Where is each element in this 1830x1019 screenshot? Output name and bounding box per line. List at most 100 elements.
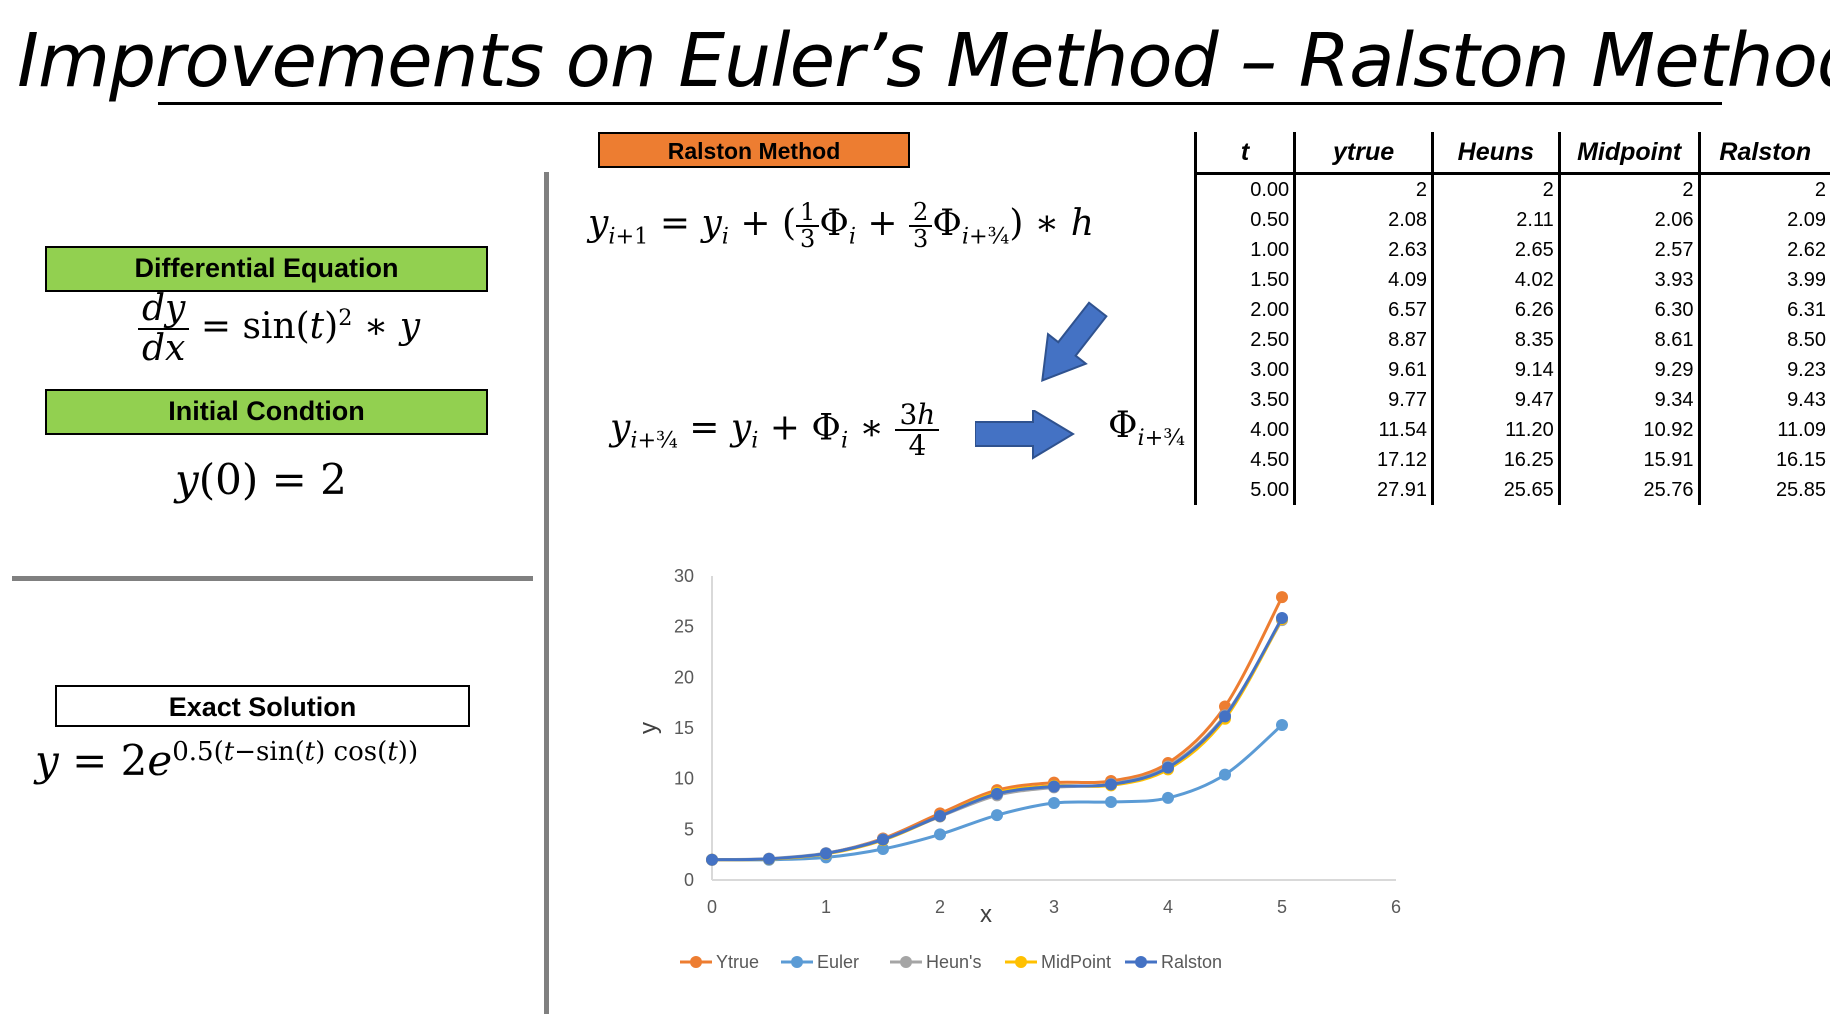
- up-left-arrow-icon: [1041, 301, 1108, 382]
- data-point: [1048, 780, 1060, 793]
- table-cell: 11.09: [1777, 418, 1826, 441]
- data-point: [1162, 761, 1174, 774]
- header-midpoint: Midpoint: [1559, 132, 1701, 174]
- table-cell: 0.00: [1193, 173, 1297, 205]
- data-point: [1276, 591, 1288, 604]
- table-cell: 8.61: [1559, 325, 1701, 355]
- data-point: [1276, 718, 1288, 731]
- legend-label: MidPoint: [1041, 952, 1111, 972]
- table-cell: 25.76: [1559, 475, 1701, 505]
- table-cell: 1.00: [1193, 235, 1297, 265]
- header-t: t: [1193, 132, 1297, 174]
- legend-label: Ytrue: [716, 952, 759, 972]
- header-heuns: Heuns: [1432, 132, 1561, 174]
- table-cell: 2.06: [1559, 205, 1701, 235]
- data-point: [1105, 778, 1117, 791]
- exact-solution-formula: y = 2e0.5(t−sin(t) cos(t)): [35, 736, 419, 785]
- table-cell: 25.65: [1432, 475, 1561, 505]
- table-row: 3.00 9.61 9.14 9.29 9.23: [1193, 355, 1830, 385]
- table-cell: 11.54: [1294, 415, 1435, 445]
- table-cell: 2.65: [1432, 235, 1561, 265]
- data-point: [706, 853, 718, 866]
- table-cell: 5.00: [1193, 475, 1297, 505]
- table-cell: 10.92: [1559, 415, 1701, 445]
- differential-equation-formula: dy dx = sin(t)2 ∗ y: [138, 290, 420, 368]
- x-tick-label: 1: [821, 897, 831, 917]
- table-cell: 2.09: [1787, 208, 1826, 231]
- table-cell: 16.25: [1432, 445, 1561, 475]
- table-cell: 9.34: [1559, 385, 1701, 415]
- data-point: [934, 828, 946, 841]
- table-cell: 25.85: [1775, 478, 1826, 501]
- comparison-chart: 0 1 2 3 4 5 6 0 5 10 15 20 25 30 x y Ytrue Euler Heun's Mi…: [635, 566, 1401, 972]
- table-cell: 17.12: [1294, 445, 1435, 475]
- data-point: [1219, 710, 1231, 723]
- header-ytrue: ytrue: [1294, 132, 1435, 174]
- table-cell: 9.47: [1432, 385, 1561, 415]
- y-tick-label: 10: [674, 769, 694, 789]
- table-cell: 6.31: [1787, 298, 1826, 321]
- legend-label: Euler: [817, 952, 859, 972]
- table-cell: 6.57: [1294, 295, 1435, 325]
- y-tick-label: 25: [674, 617, 694, 637]
- initial-condition-formula: y(0) = 2: [175, 455, 347, 504]
- table-cell: 9.61: [1294, 355, 1435, 385]
- table-cell: 8.35: [1432, 325, 1561, 355]
- table-cell: 3.50: [1193, 385, 1297, 415]
- table-header-row: t ytrue Heuns Midpoint Ralston: [1193, 132, 1830, 174]
- table-cell: 4.00: [1193, 415, 1297, 445]
- page-title: Improvements on Euler’s Method – Ralston…: [17, 18, 1830, 104]
- table-cell: 3.93: [1559, 265, 1701, 295]
- series-line-ralston: [711, 617, 1284, 862]
- horizontal-divider: [12, 576, 533, 581]
- y-tick-label: 30: [674, 566, 694, 586]
- legend-marker: [1015, 956, 1027, 968]
- table-cell: 2.62: [1787, 238, 1826, 261]
- title-underline: [158, 102, 1722, 105]
- differential-equation-label: Differential Equation: [45, 246, 488, 292]
- y-tick-label: 0: [684, 870, 694, 890]
- legend-label: Heun's: [926, 952, 981, 972]
- data-point: [1048, 796, 1060, 809]
- data-point: [991, 809, 1003, 822]
- table-cell: 16.15: [1775, 448, 1826, 471]
- legend-marker: [1135, 956, 1147, 968]
- table-cell: 4.02: [1432, 265, 1561, 295]
- data-point: [1276, 612, 1288, 625]
- table-row: 2.50 8.87 8.35 8.61 8.50: [1193, 325, 1830, 355]
- table-row: 5.00 27.91 25.65 25.76 25.85: [1193, 475, 1830, 505]
- table-row: 3.50 9.77 9.47 9.34 9.43: [1193, 385, 1830, 415]
- table-row: 2.00 6.57 6.26 6.30 6.31: [1193, 295, 1830, 325]
- table-cell: 9.77: [1294, 385, 1435, 415]
- legend-marker: [900, 956, 912, 968]
- data-point: [1219, 768, 1231, 781]
- table-cell: 2.11: [1432, 205, 1561, 235]
- table-row: 0.00 2 2 2 2: [1193, 173, 1830, 205]
- table-cell: 9.29: [1559, 355, 1701, 385]
- data-point: [763, 852, 775, 865]
- table-row: 0.50 2.08 2.11 2.06 2.09: [1193, 205, 1830, 235]
- table-cell: 15.91: [1559, 445, 1701, 475]
- table-cell: 3.00: [1193, 355, 1297, 385]
- table-cell: 11.20: [1432, 415, 1561, 445]
- y-tick-label: 20: [674, 667, 694, 687]
- table-cell: 27.91: [1294, 475, 1435, 505]
- data-point: [1162, 791, 1174, 804]
- table-cell: 2: [1559, 173, 1701, 205]
- table-row: 4.50 17.12 16.25 15.91 16.15: [1193, 445, 1830, 475]
- results-table: t ytrue Heuns Midpoint Ralston 0.00 2 2 2 2 0…: [1193, 132, 1830, 505]
- right-arrow-icon: [975, 410, 1075, 460]
- table-cell: 4.50: [1193, 445, 1297, 475]
- x-tick-label: 3: [1049, 897, 1059, 917]
- header-ralston: Ralston: [1719, 137, 1812, 166]
- data-point: [820, 847, 832, 860]
- ralston-method-label: Ralston Method: [598, 132, 910, 168]
- intermediate-y-formula: yi+¾ = yi + Φi ∗ 3h 4: [610, 400, 940, 461]
- ralston-update-formula: yi+1 = yi + (1 3 Φi + 2 3 Φi+¾) ∗ h: [588, 198, 1094, 254]
- legend-marker: [690, 956, 702, 968]
- y-tick-label: 5: [684, 819, 694, 839]
- x-tick-label: 0: [707, 897, 717, 917]
- legend-label: Ralston: [1161, 952, 1222, 972]
- table-cell: 2: [1814, 178, 1826, 201]
- table-cell: 9.14: [1432, 355, 1561, 385]
